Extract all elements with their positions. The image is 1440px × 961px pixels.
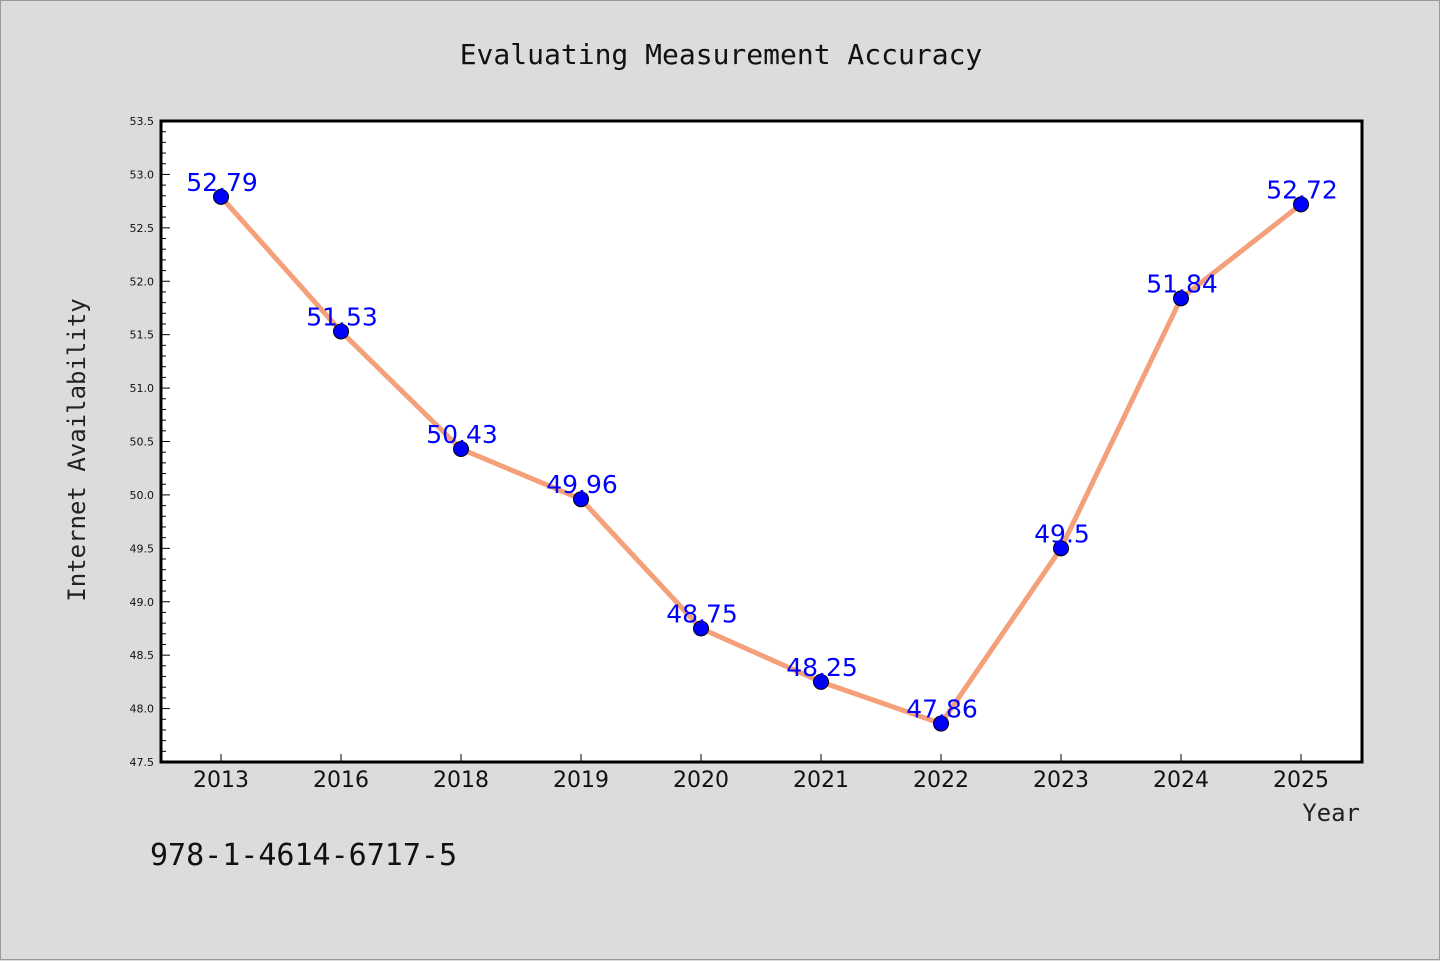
y-tick-label: 49.5 [130, 542, 155, 555]
data-point [1053, 540, 1069, 557]
x-tick-label: 2021 [793, 768, 849, 793]
data-point [813, 673, 829, 690]
y-tick-label: 47.5 [130, 756, 155, 769]
x-tick-label: 2020 [673, 768, 729, 793]
y-tick-label: 52.5 [130, 222, 155, 235]
data-label: 52.79 [186, 168, 258, 197]
data-point [333, 323, 349, 340]
x-tick-label: 2019 [553, 768, 609, 793]
x-tick-label: 2022 [913, 768, 969, 793]
data-label: 50.43 [426, 420, 498, 449]
data-point [693, 620, 709, 637]
x-tick-label: 2025 [1273, 768, 1329, 793]
data-label: 47.86 [906, 695, 978, 724]
y-axis-label: Internet Availability [63, 298, 91, 601]
x-tick-label: 2024 [1153, 768, 1209, 793]
y-axis: 47.5 48.0 48.5 49.0 49.5 50.0 50.5 51.0 51.5 52.0… [130, 115, 170, 769]
series-line [218, 194, 1304, 727]
data-point [1173, 290, 1189, 307]
data-point [453, 440, 469, 457]
plot-area [161, 121, 1362, 762]
data-point [213, 188, 229, 205]
data-label: 48.75 [666, 599, 738, 628]
y-tick-label: 50.5 [130, 436, 155, 449]
y-tick-label: 51.5 [130, 329, 155, 342]
y-tick-label: 50.0 [130, 489, 155, 502]
data-label: 49.5 [1034, 519, 1090, 548]
y-tick-label: 53.5 [130, 115, 155, 128]
data-label: 52.72 [1266, 175, 1338, 204]
data-point [1293, 196, 1309, 213]
x-tick-label: 2023 [1033, 768, 1089, 793]
x-tick-label: 2013 [193, 768, 249, 793]
data-label: 49.96 [546, 470, 618, 499]
plot-frame [159, 119, 1364, 764]
chart-title: Evaluating Measurement Accuracy [460, 38, 983, 71]
y-tick-label: 52.0 [130, 275, 155, 288]
y-tick-label: 48.5 [130, 649, 155, 662]
x-tick-label: 2018 [433, 768, 489, 793]
data-label: 51.84 [1146, 269, 1218, 298]
x-axis-label: Year [1302, 799, 1360, 827]
data-point [573, 491, 589, 508]
y-tick-label: 49.0 [130, 596, 155, 609]
y-tick-label: 48.0 [130, 703, 155, 716]
data-point [933, 715, 949, 732]
y-tick-label: 51.0 [130, 382, 155, 395]
y-tick-label: 53.0 [130, 168, 155, 181]
data-label: 48.25 [786, 653, 858, 682]
series-layer: 52.79 51.53 50.43 49.96 48.75 48.25 47.86 49.5 5… [186, 168, 1338, 732]
x-tick-label: 2016 [313, 768, 369, 793]
x-axis: 2013 2016 2018 2019 2020 2021 2022 2023 2024 2025 [193, 754, 1329, 793]
data-label: 51.53 [306, 302, 378, 331]
isbn-footnote: 978-1-4614-6717-5 [150, 838, 457, 873]
